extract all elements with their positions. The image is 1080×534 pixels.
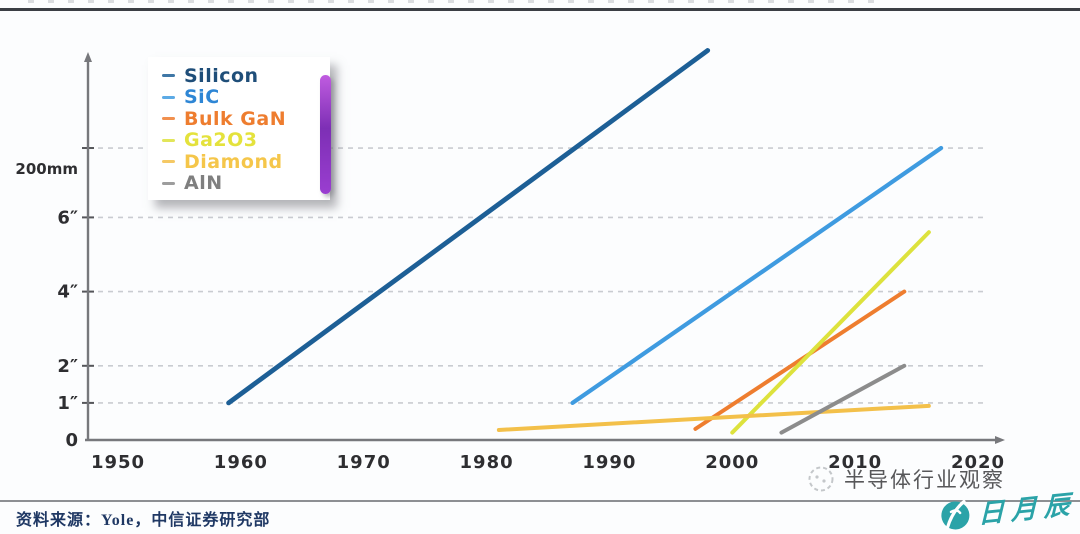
y-tick-label-2-: 2″ xyxy=(57,356,78,377)
series-line-silicon xyxy=(226,48,711,406)
legend-item-diamond: Diamond xyxy=(162,151,330,173)
y-tick-label-6-: 6″ xyxy=(57,207,78,228)
series-line-ga2o3 xyxy=(730,230,931,435)
legend-label: AlN xyxy=(184,172,223,195)
x-tick-label-1980: 1980 xyxy=(460,452,514,473)
legend-item-ga2o3: Ga2O3 xyxy=(162,129,330,152)
legend-label: SiC xyxy=(184,86,220,109)
legend-item-bulk-gan: Bulk GaN xyxy=(162,108,330,130)
legend-dash-icon xyxy=(162,117,175,121)
legend-dash-icon xyxy=(162,138,175,142)
x-axis-arrow-icon xyxy=(995,436,1005,444)
legend-item-silicon: Silicon xyxy=(162,65,330,87)
legend-item-sic: SiC xyxy=(162,86,330,109)
x-tick-label-2020: 2020 xyxy=(951,452,1005,473)
legend-dash-icon xyxy=(162,160,175,164)
watermark-logo-icon xyxy=(808,466,834,492)
legend-item-aln: AlN xyxy=(162,172,330,195)
legend-purple-bar xyxy=(320,75,331,194)
series-line-diamond xyxy=(496,403,931,432)
series-line-aln xyxy=(779,363,907,435)
brand-logo: 日月辰 xyxy=(936,483,1078,534)
legend-label: Bulk GaN xyxy=(184,107,287,130)
legend-items: Silicon SiC Bulk GaN Ga2O3 Diamond AlN xyxy=(162,65,330,194)
series-line-bulk-gan xyxy=(693,289,907,431)
x-tick-label-2010: 2010 xyxy=(828,452,882,473)
y-tick-label-200mm: 200mm xyxy=(15,160,78,178)
series-line-sic xyxy=(570,145,944,405)
x-tick-label-2000: 2000 xyxy=(705,452,759,473)
brand-logo-icon xyxy=(941,499,970,530)
footer-divider xyxy=(0,500,1080,502)
legend-dash-icon xyxy=(162,95,175,99)
chart-legend: Silicon SiC Bulk GaN Ga2O3 Diamond AlN xyxy=(148,57,331,200)
legend-label: Ga2O3 xyxy=(184,129,258,152)
x-tick-label-1950: 1950 xyxy=(91,452,145,473)
y-tick-label-0: 0 xyxy=(65,430,78,451)
watermark: 半导体行业观察 xyxy=(806,464,1005,494)
watermark-text: 半导体行业观察 xyxy=(844,468,1005,492)
top-divider xyxy=(0,8,1080,11)
legend-dash-icon xyxy=(162,74,175,78)
x-tick-label-1970: 1970 xyxy=(337,452,391,473)
x-tick-label-1990: 1990 xyxy=(582,452,636,473)
x-tick-label-1960: 1960 xyxy=(214,452,268,473)
y-tick-label-4-: 4″ xyxy=(57,282,78,303)
y-axis-arrow-icon xyxy=(84,52,92,62)
source-note: 资料来源：Yole，中信证券研究部 xyxy=(16,512,271,529)
legend-label: Silicon xyxy=(184,64,259,87)
legend-dash-icon xyxy=(162,181,175,185)
cropped-title-remnants xyxy=(28,0,888,3)
y-tick-label-1-: 1″ xyxy=(57,393,78,414)
legend-label: Diamond xyxy=(184,150,283,173)
